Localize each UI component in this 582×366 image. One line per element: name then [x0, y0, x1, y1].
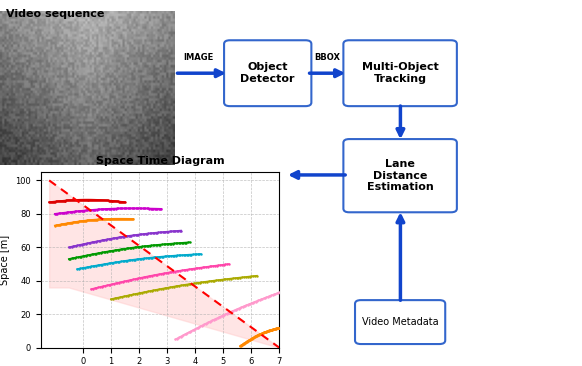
Text: Lane
Distance
Estimation: Lane Distance Estimation	[367, 159, 434, 192]
Y-axis label: Space [m]: Space [m]	[0, 235, 10, 285]
Text: Multi-Object
Tracking: Multi-Object Tracking	[362, 62, 438, 84]
Text: Object
Detector: Object Detector	[240, 62, 295, 84]
Text: BBOX: BBOX	[314, 53, 340, 62]
Text: Video sequence: Video sequence	[6, 9, 104, 19]
Text: IMAGE: IMAGE	[183, 53, 213, 62]
Title: Space Time Diagram: Space Time Diagram	[95, 156, 225, 166]
Text: Video Metadata: Video Metadata	[362, 317, 438, 327]
